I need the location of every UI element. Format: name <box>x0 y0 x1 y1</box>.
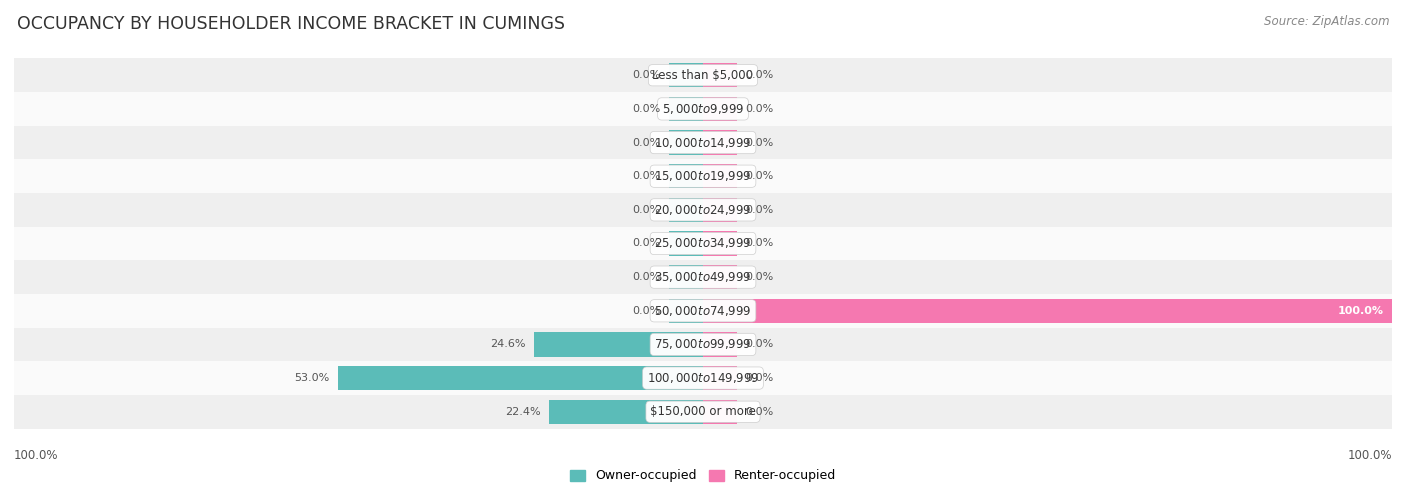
Text: 0.0%: 0.0% <box>633 239 661 248</box>
Bar <box>14 395 1392 429</box>
Bar <box>533 332 703 356</box>
Text: 24.6%: 24.6% <box>489 339 526 350</box>
Text: 0.0%: 0.0% <box>633 137 661 148</box>
Bar <box>669 299 703 323</box>
Bar <box>14 159 1392 193</box>
Text: $35,000 to $49,999: $35,000 to $49,999 <box>654 270 752 284</box>
Text: $10,000 to $14,999: $10,000 to $14,999 <box>654 135 752 150</box>
Bar <box>14 361 1392 395</box>
Text: 0.0%: 0.0% <box>633 306 661 316</box>
Text: 100.0%: 100.0% <box>14 449 59 462</box>
Bar <box>703 265 738 289</box>
Text: $5,000 to $9,999: $5,000 to $9,999 <box>662 102 744 116</box>
Bar <box>669 63 703 87</box>
Bar <box>703 63 738 87</box>
Bar <box>669 97 703 121</box>
Text: 53.0%: 53.0% <box>294 373 329 383</box>
Text: $50,000 to $74,999: $50,000 to $74,999 <box>654 304 752 318</box>
Bar <box>14 193 1392 226</box>
Text: 0.0%: 0.0% <box>633 272 661 282</box>
Text: 0.0%: 0.0% <box>745 239 773 248</box>
Bar <box>703 164 738 188</box>
Text: $15,000 to $19,999: $15,000 to $19,999 <box>654 169 752 183</box>
Text: 0.0%: 0.0% <box>745 104 773 114</box>
Text: $75,000 to $99,999: $75,000 to $99,999 <box>654 337 752 352</box>
Bar <box>548 400 703 424</box>
Bar <box>703 231 738 256</box>
Bar <box>703 299 1392 323</box>
Text: 0.0%: 0.0% <box>745 70 773 80</box>
Bar <box>14 126 1392 159</box>
Text: Source: ZipAtlas.com: Source: ZipAtlas.com <box>1264 15 1389 28</box>
Text: 0.0%: 0.0% <box>633 70 661 80</box>
Text: OCCUPANCY BY HOUSEHOLDER INCOME BRACKET IN CUMINGS: OCCUPANCY BY HOUSEHOLDER INCOME BRACKET … <box>17 15 565 33</box>
Bar <box>14 226 1392 261</box>
Text: $150,000 or more: $150,000 or more <box>650 405 756 418</box>
Bar <box>669 265 703 289</box>
Bar <box>703 131 738 155</box>
Text: 0.0%: 0.0% <box>633 104 661 114</box>
Text: 0.0%: 0.0% <box>633 205 661 215</box>
Bar <box>703 332 738 356</box>
Bar <box>14 58 1392 92</box>
Text: 0.0%: 0.0% <box>745 373 773 383</box>
Bar <box>703 400 738 424</box>
Bar <box>669 198 703 222</box>
Legend: Owner-occupied, Renter-occupied: Owner-occupied, Renter-occupied <box>565 465 841 487</box>
Text: $100,000 to $149,999: $100,000 to $149,999 <box>647 371 759 385</box>
Bar <box>703 198 738 222</box>
Text: 100.0%: 100.0% <box>1337 306 1384 316</box>
Bar <box>337 366 703 390</box>
Bar <box>14 261 1392 294</box>
Text: 0.0%: 0.0% <box>633 171 661 181</box>
Bar <box>14 294 1392 328</box>
Text: Less than $5,000: Less than $5,000 <box>652 69 754 82</box>
Text: 22.4%: 22.4% <box>505 407 540 417</box>
Text: 0.0%: 0.0% <box>745 137 773 148</box>
Text: 0.0%: 0.0% <box>745 339 773 350</box>
Text: 0.0%: 0.0% <box>745 171 773 181</box>
Text: 0.0%: 0.0% <box>745 205 773 215</box>
Text: $25,000 to $34,999: $25,000 to $34,999 <box>654 237 752 250</box>
Text: 0.0%: 0.0% <box>745 407 773 417</box>
Bar <box>703 97 738 121</box>
Bar <box>669 131 703 155</box>
Bar <box>669 164 703 188</box>
Text: 100.0%: 100.0% <box>1347 449 1392 462</box>
Bar <box>669 231 703 256</box>
Text: $20,000 to $24,999: $20,000 to $24,999 <box>654 203 752 217</box>
Text: 0.0%: 0.0% <box>745 272 773 282</box>
Bar <box>14 92 1392 126</box>
Bar <box>703 366 738 390</box>
Bar <box>14 328 1392 361</box>
